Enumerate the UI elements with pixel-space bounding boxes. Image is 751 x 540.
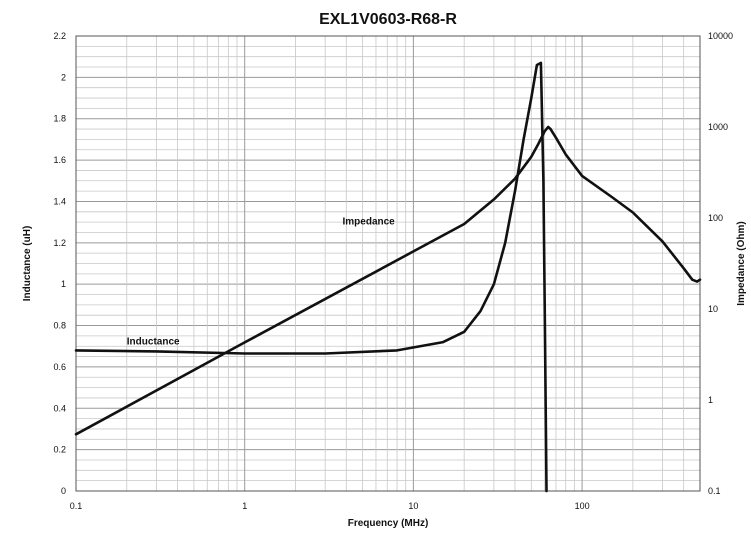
y-tick-label: 1.4 <box>53 196 66 206</box>
y-tick-label: 1.2 <box>53 238 66 248</box>
y-tick-label: 1.8 <box>53 114 66 124</box>
y-tick-label: 0.4 <box>53 403 66 413</box>
y2-tick-label: 100 <box>708 213 723 223</box>
y2-tick-label: 1 <box>708 395 713 405</box>
plot-frame <box>75 35 701 492</box>
series-line-impedance <box>74 125 702 436</box>
y2-axis-label: Impedance (Ohm) <box>736 221 747 305</box>
x-axis-label: Frequency (MHz) <box>348 518 429 529</box>
y-tick-label: 1 <box>61 279 66 289</box>
series-layer <box>74 61 702 493</box>
y-tick-label: 1.6 <box>53 155 66 165</box>
y-axis-label: Inductance (uH) <box>22 226 33 302</box>
y-tick-label: 0.2 <box>53 445 66 455</box>
y-tick-label: 0 <box>61 486 66 496</box>
series-annotation-impedance: Impedance <box>343 216 396 227</box>
x-tick-label: 0.1 <box>70 501 83 511</box>
annotation-layer: Inductance Impedance <box>127 216 395 347</box>
y2-tick-label: 10000 <box>708 31 733 41</box>
y2-tick-label: 0.1 <box>708 486 721 496</box>
y-tick-label: 2 <box>61 72 66 82</box>
y2-tick-label: 10 <box>708 304 718 314</box>
tick-label-layer: 0 0.2 0.4 0.6 0.8 1 1.2 1.4 1.6 1.8 2 2.2 0.1 1 10 100 1… <box>53 31 733 511</box>
x-tick-label: 100 <box>575 501 590 511</box>
y-tick-label: 2.2 <box>53 31 66 41</box>
series-annotation-inductance: Inductance <box>127 336 180 347</box>
x-tick-label: 10 <box>408 501 418 511</box>
y-tick-label: 0.6 <box>53 362 66 372</box>
y2-tick-label: 1000 <box>708 122 728 132</box>
y-tick-label: 0.8 <box>53 321 66 331</box>
series-line-inductance <box>74 61 548 493</box>
x-tick-label: 1 <box>242 501 247 511</box>
chart-title: EXL1V0603-R68-R <box>319 11 457 28</box>
